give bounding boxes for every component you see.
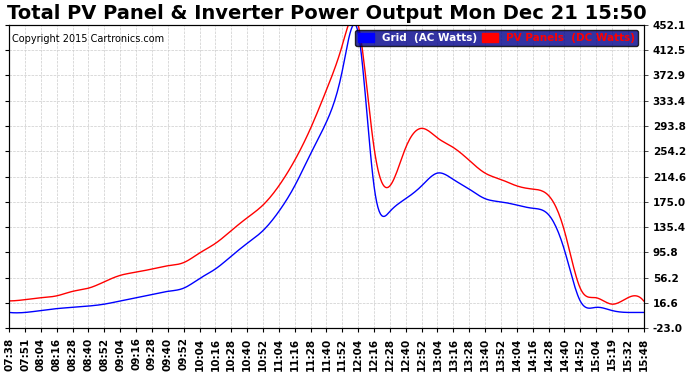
Legend: Grid  (AC Watts), PV Panels  (DC Watts): Grid (AC Watts), PV Panels (DC Watts) (355, 30, 638, 46)
Text: Copyright 2015 Cartronics.com: Copyright 2015 Cartronics.com (12, 34, 164, 44)
Title: Total PV Panel & Inverter Power Output Mon Dec 21 15:50: Total PV Panel & Inverter Power Output M… (7, 4, 647, 23)
